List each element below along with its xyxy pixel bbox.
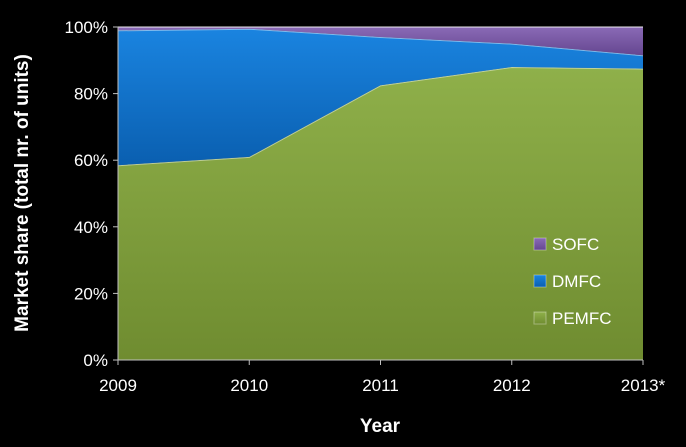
legend-label: PEMFC (552, 309, 612, 328)
legend-swatch (533, 311, 547, 325)
y-tick-label: 60% (74, 151, 108, 170)
legend-label: DMFC (552, 272, 601, 291)
legend-swatch (533, 274, 547, 288)
y-axis-title: Market share (total nr. of units) (12, 54, 33, 332)
y-tick-label: 100% (65, 18, 108, 37)
x-axis-title: Year (360, 416, 401, 437)
x-tick-label: 2009 (99, 376, 137, 395)
y-tick-label: 80% (74, 85, 108, 104)
y-tick-label: 20% (74, 284, 108, 303)
area-dmfc (118, 28, 643, 166)
legend-item-dmfc: DMFC (533, 272, 601, 291)
area-sofc (118, 27, 643, 56)
legend-label: SOFC (552, 235, 599, 254)
x-tick-label: 2011 (362, 376, 399, 395)
area-pemfc (118, 67, 643, 360)
x-tick-label: 2010 (230, 376, 268, 395)
legend-item-pemfc: PEMFC (533, 309, 612, 328)
y-tick-label: 40% (74, 218, 108, 237)
axes: 0% 20% 40% 60% 80% 100% 2009 2010 2011 2012 2013* (65, 18, 666, 395)
x-tick-label: 2013* (621, 376, 666, 395)
legend-swatch (533, 237, 547, 251)
series-areas (117, 26, 644, 360)
legend: SOFC DMFC PEMFC (533, 235, 612, 328)
legend-item-sofc: SOFC (533, 235, 599, 254)
x-tick-label: 2012 (493, 376, 531, 395)
y-tick-label: 0% (83, 351, 108, 370)
